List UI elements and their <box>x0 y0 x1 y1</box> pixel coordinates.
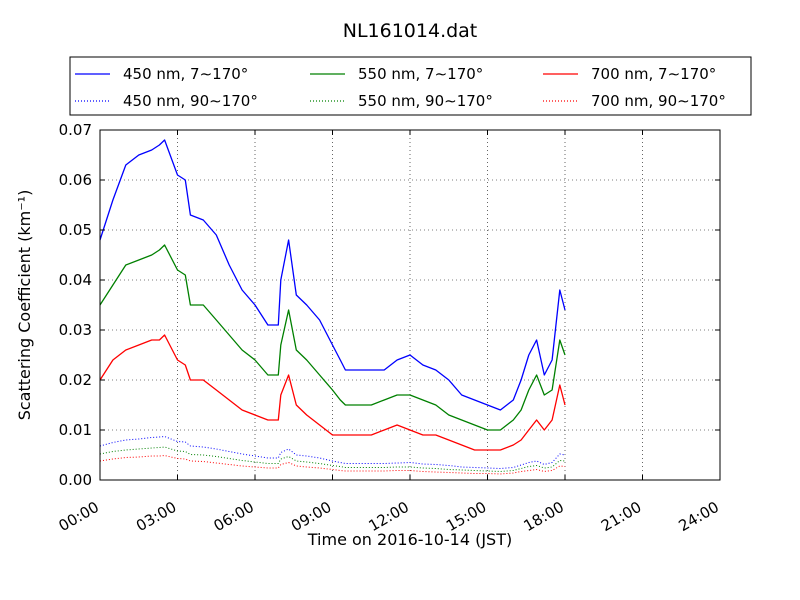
series-line-0 <box>99 139 566 411</box>
y-tick-label: 0.07 <box>59 121 92 139</box>
y-tick-label: 0.05 <box>59 221 92 239</box>
y-tick-label: 0.02 <box>59 371 92 389</box>
series-line-4 <box>99 446 566 472</box>
chart-title: NL161014.dat <box>343 20 478 42</box>
legend-label-1: 550 nm, 7∼170° <box>358 65 483 83</box>
series-line-1 <box>99 244 566 431</box>
legend-label-5: 700 nm, 90∼170° <box>591 92 726 110</box>
grid <box>100 130 720 480</box>
y-axis-label: Scattering Coefficient (km⁻¹) <box>15 190 34 421</box>
legend: 450 nm, 7∼170° 550 nm, 7∼170° 700 nm, 7∼17… <box>69 56 752 116</box>
series-line-3 <box>99 436 566 469</box>
series-layer <box>99 139 566 475</box>
y-axis-ticks: 0.00 0.01 0.02 0.03 0.04 0.05 0.06 0.07 <box>59 121 720 489</box>
legend-label-3: 450 nm, 90∼170° <box>123 92 258 110</box>
legend-label-4: 550 nm, 90∼170° <box>358 92 493 110</box>
y-tick-label: 0.06 <box>59 171 92 189</box>
series-line-2 <box>99 334 566 451</box>
x-axis-label: Time on 2016-10-14 (JST) <box>307 530 512 549</box>
y-tick-label: 0.03 <box>59 321 92 339</box>
y-tick-label: 0.01 <box>59 421 92 439</box>
legend-label-0: 450 nm, 7∼170° <box>123 65 248 83</box>
legend-label-2: 700 nm, 7∼170° <box>591 65 716 83</box>
y-tick-label: 0.00 <box>59 471 92 489</box>
y-tick-label: 0.04 <box>59 271 92 289</box>
legend-box <box>69 56 752 116</box>
